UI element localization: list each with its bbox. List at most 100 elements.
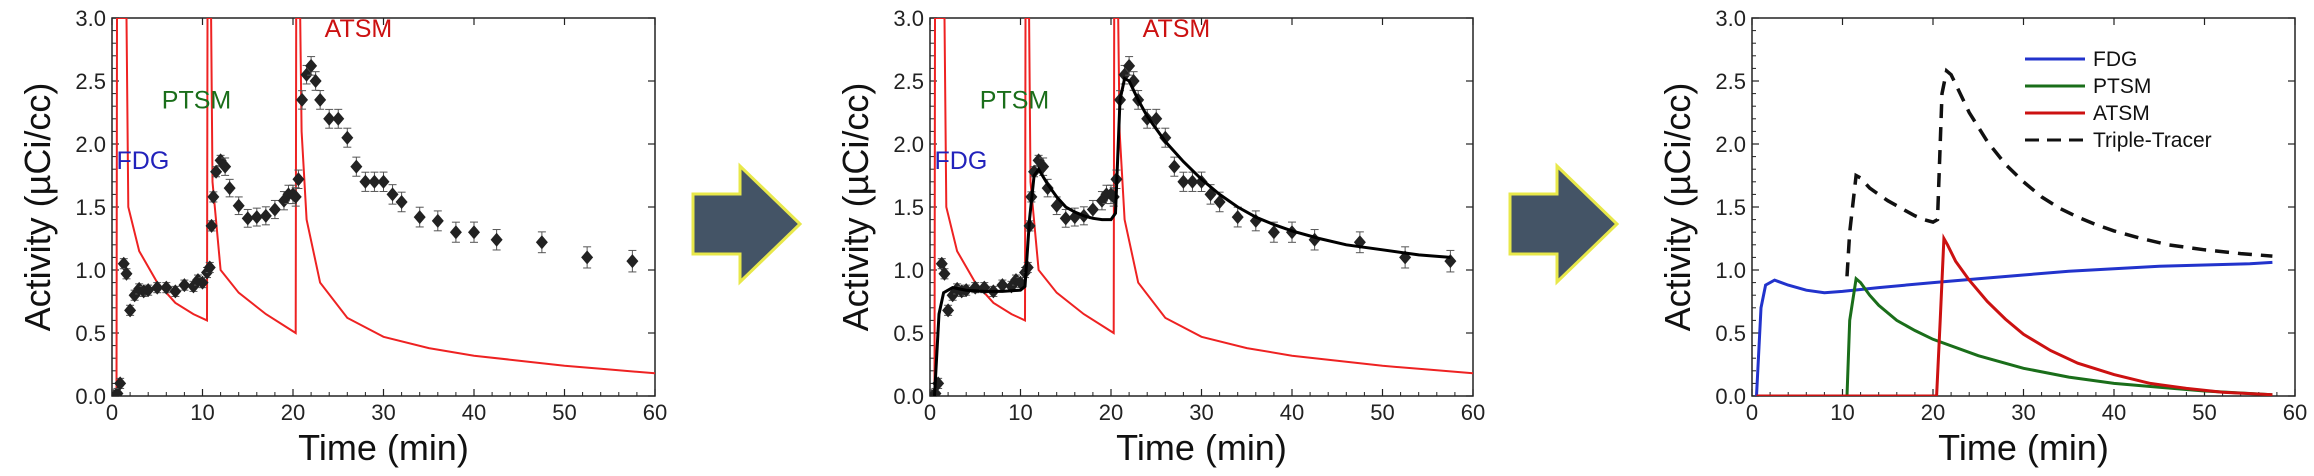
tracer-label-ptsm: PTSM bbox=[162, 87, 231, 115]
data-point bbox=[323, 108, 336, 129]
tracer-label-atsm: ATSM bbox=[1143, 15, 1211, 43]
data-point bbox=[386, 184, 399, 205]
y-axis-label: Activity (µCi/cc) bbox=[835, 83, 876, 332]
data-point bbox=[490, 229, 503, 251]
tracer-label-fdg: FDG bbox=[935, 147, 988, 175]
data-point bbox=[1168, 156, 1181, 177]
data-point bbox=[359, 171, 372, 192]
data-point bbox=[350, 156, 363, 177]
data-point bbox=[413, 206, 426, 228]
data-point bbox=[996, 278, 1009, 293]
right-arrow-icon bbox=[691, 162, 803, 286]
x-tick-label: 10 bbox=[1830, 400, 1854, 425]
y-tick-label: 2.0 bbox=[1715, 132, 1746, 157]
x-tick-label: 60 bbox=[1461, 400, 1485, 425]
x-tick-label: 50 bbox=[1370, 400, 1394, 425]
x-axis-label: Time (min) bbox=[298, 427, 469, 468]
data-point bbox=[210, 164, 223, 179]
y-tick-label: 1.0 bbox=[75, 258, 106, 283]
x-tick-label: 0 bbox=[1746, 400, 1758, 425]
data-point bbox=[581, 246, 594, 269]
tracer-label-ptsm: PTSM bbox=[980, 87, 1049, 115]
legend-entry: ATSM bbox=[2025, 102, 2150, 125]
x-tick-label: 40 bbox=[1280, 400, 1304, 425]
data-point bbox=[1399, 246, 1412, 269]
data-point bbox=[151, 280, 164, 295]
y-tick-label: 1.5 bbox=[75, 195, 106, 220]
data-point bbox=[1123, 56, 1136, 76]
data-point bbox=[1159, 127, 1172, 148]
data-point bbox=[938, 266, 951, 281]
data-point bbox=[268, 199, 281, 220]
series-line-fdg bbox=[1755, 260, 2273, 396]
x-tick-label: 40 bbox=[462, 400, 486, 425]
data-point bbox=[395, 191, 408, 213]
data-point bbox=[205, 218, 218, 233]
data-point bbox=[292, 169, 305, 189]
x-tick-label: 30 bbox=[371, 400, 395, 425]
y-axis-label: Activity (µCi/cc) bbox=[1657, 83, 1698, 332]
plot-frame bbox=[1751, 17, 2296, 397]
data-point bbox=[219, 157, 232, 176]
x-tick-label: 60 bbox=[643, 400, 667, 425]
svg-text:FDG: FDG bbox=[2093, 48, 2137, 71]
y-tick-label: 1.0 bbox=[893, 258, 924, 283]
data-point bbox=[296, 90, 309, 110]
plot-frame bbox=[111, 17, 656, 397]
x-tick-label: 40 bbox=[2102, 400, 2126, 425]
data-point bbox=[196, 275, 209, 290]
data-point bbox=[368, 171, 381, 192]
y-tick-label: 1.5 bbox=[893, 195, 924, 220]
y-tick-label: 2.5 bbox=[75, 69, 106, 94]
data-point bbox=[207, 189, 220, 204]
data-point bbox=[232, 196, 245, 216]
data-point bbox=[300, 64, 313, 85]
y-tick-label: 0.5 bbox=[75, 321, 106, 346]
tracer-label-fdg: FDG bbox=[117, 147, 170, 175]
legend-entry: Triple-Tracer bbox=[2025, 129, 2212, 152]
data-point bbox=[468, 221, 480, 243]
y-tick-label: 0.5 bbox=[893, 321, 924, 346]
data-point bbox=[305, 56, 318, 76]
x-tick-label: 20 bbox=[1921, 400, 1945, 425]
input-function-curve bbox=[115, 18, 655, 396]
series-line-triple-tracer bbox=[1845, 67, 2273, 277]
model-fit-curve bbox=[933, 76, 1451, 396]
y-tick-label: 1.0 bbox=[1715, 258, 1746, 283]
data-point bbox=[142, 283, 155, 298]
y-tick-label: 3.0 bbox=[1715, 6, 1746, 31]
x-tick-label: 20 bbox=[281, 400, 305, 425]
y-tick-label: 2.0 bbox=[893, 132, 924, 157]
data-point bbox=[169, 284, 182, 299]
y-tick-label: 0.0 bbox=[75, 384, 106, 409]
data-point bbox=[332, 108, 345, 129]
chart-fdg-ptsm-atsm-data: 0 10 20 30 40 50 60 0.0 0.5 1.0 1.5 2.0 2.5 3.0 Time (… bbox=[17, 6, 667, 468]
data-point bbox=[203, 260, 216, 275]
data-point bbox=[535, 231, 548, 254]
y-tick-label: 0.5 bbox=[1715, 321, 1746, 346]
data-point bbox=[314, 90, 327, 110]
y-tick-label: 1.5 bbox=[1715, 195, 1746, 220]
data-point bbox=[1177, 171, 1190, 192]
y-tick-label: 0.0 bbox=[1715, 384, 1746, 409]
data-point bbox=[160, 280, 173, 295]
y-tick-label: 3.0 bbox=[75, 6, 106, 31]
x-tick-label: 20 bbox=[1099, 400, 1123, 425]
plot-area bbox=[1755, 67, 2273, 396]
series-line-ptsm bbox=[1845, 275, 2273, 396]
data-point bbox=[1041, 178, 1054, 198]
data-point bbox=[178, 278, 191, 293]
tracer-label-atsm: ATSM bbox=[325, 15, 393, 43]
legend-entry: PTSM bbox=[2025, 75, 2151, 98]
right-arrow-icon bbox=[1508, 162, 1620, 286]
y-tick-label: 2.5 bbox=[893, 69, 924, 94]
data-point bbox=[341, 127, 354, 148]
x-tick-label: 30 bbox=[1189, 400, 1213, 425]
x-tick-label: 50 bbox=[2192, 400, 2216, 425]
input-function-curve bbox=[933, 18, 1473, 396]
chart-model-fit: 0 10 20 30 40 50 60 0.0 0.5 1.0 1.5 2.0 2.5 3.0 Time (… bbox=[835, 6, 1485, 468]
data-point bbox=[377, 171, 390, 192]
data-point bbox=[250, 207, 263, 227]
plot-frame bbox=[929, 17, 1474, 397]
